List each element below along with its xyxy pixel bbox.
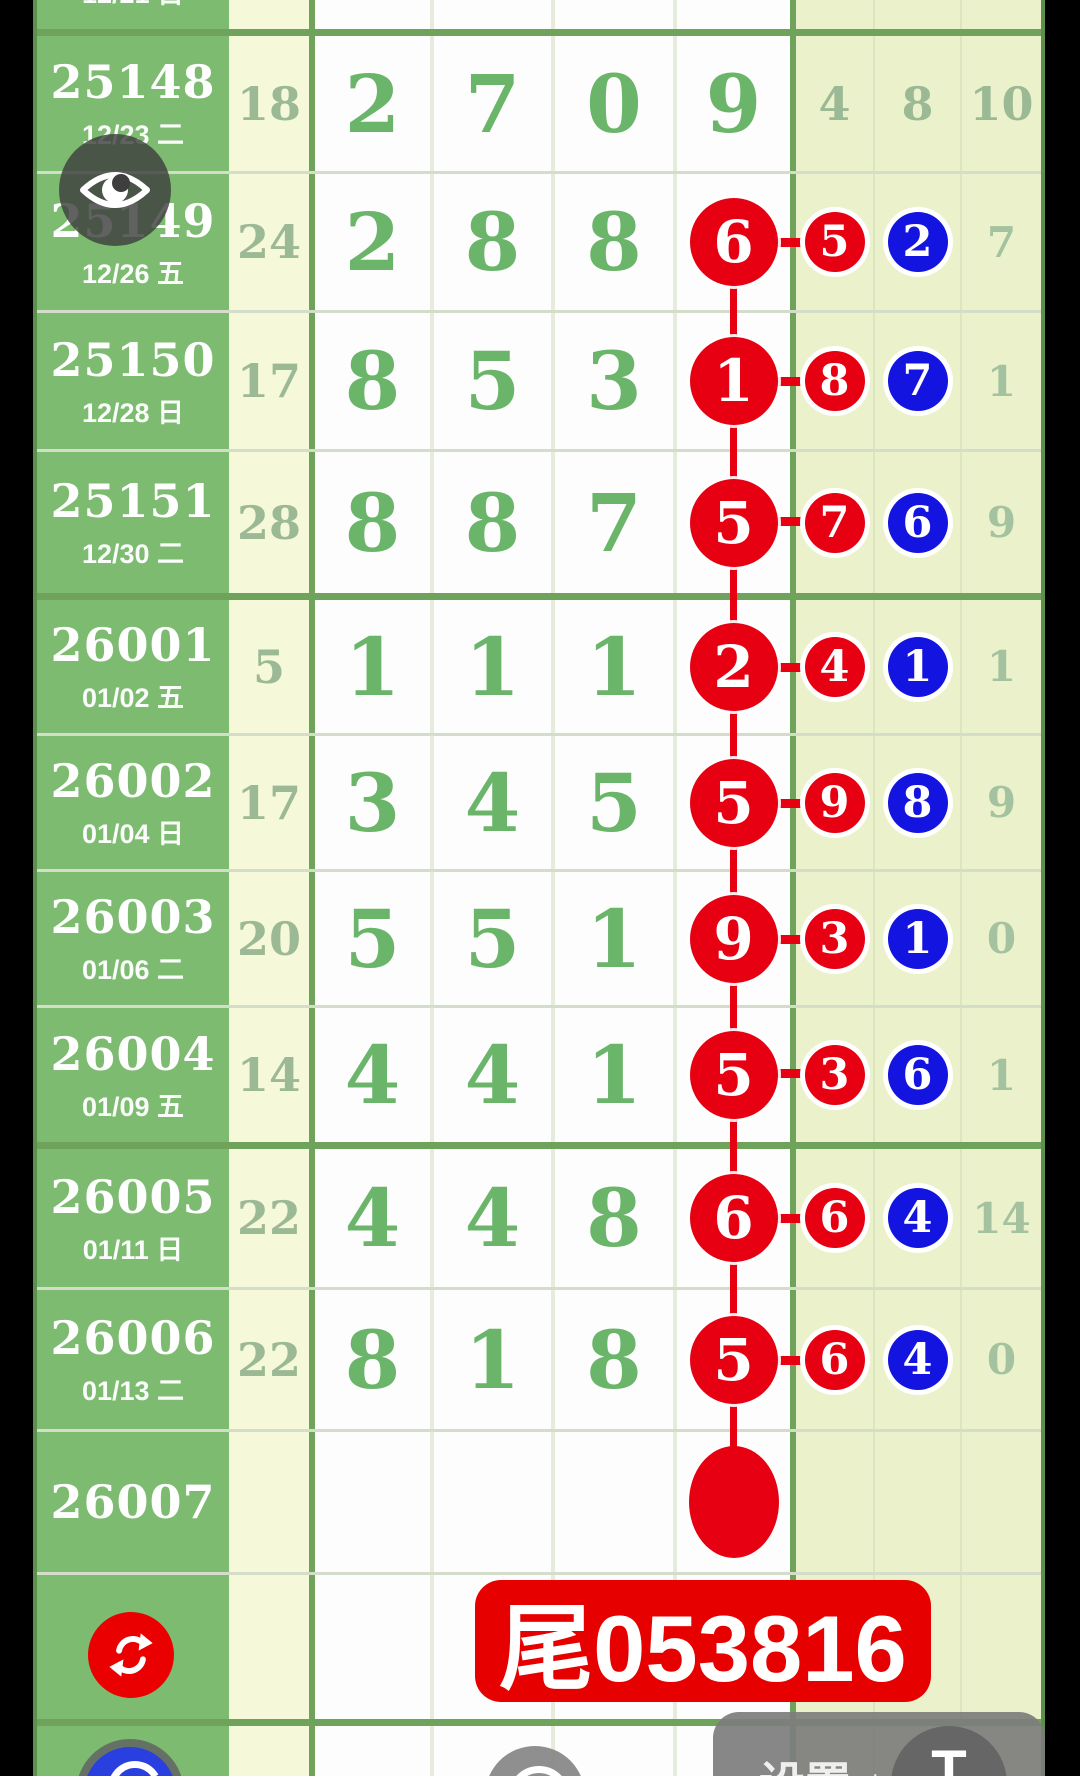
table-row-partial-top: 12/21 日	[37, 0, 1041, 36]
red-circle: 5	[804, 212, 865, 272]
table-row: 26002 01/04 日 17 3 4 5 5 9 8 9	[37, 736, 1041, 872]
trend-connector-line	[730, 243, 737, 1503]
digit-cell: 0	[555, 36, 677, 171]
red-circle: 8	[804, 351, 865, 411]
stat-cell: 8	[875, 36, 962, 171]
red-circle: 4	[804, 636, 865, 697]
hot-number-circle: 2	[689, 622, 778, 711]
refresh-icon	[109, 1633, 153, 1677]
tail-annotation-banner[interactable]: 尾053816	[475, 1580, 931, 1702]
row-connector-dash	[775, 935, 809, 944]
target-icon	[508, 1766, 570, 1776]
column-divider	[790, 0, 796, 29]
blue-circle: 6	[887, 1045, 948, 1105]
sum-cell	[229, 0, 309, 29]
bottom-toolbar: 设置 ↓ T	[713, 1712, 1045, 1776]
digit-cell: 9	[677, 36, 790, 171]
hot-number-circle: 9	[689, 894, 778, 983]
table-row-pending: 26007	[37, 1432, 1041, 1575]
eye-icon	[80, 172, 150, 208]
red-circle: 6	[804, 1188, 865, 1248]
text-tool-icon: T	[931, 1739, 967, 1776]
red-circle: 9	[804, 772, 865, 833]
draw-date: 12/21 日	[82, 0, 184, 11]
row-connector-dash	[775, 377, 809, 386]
table-row: 26006 01/13 二 22 8 1 8 5 6 4 0	[37, 1290, 1041, 1432]
tail-banner-text: 尾053816	[499, 1596, 907, 1701]
sum-cell: 18	[229, 36, 309, 171]
hot-number-circle: 5	[689, 1031, 778, 1119]
red-circle: 6	[804, 1329, 865, 1390]
hot-number-circle: 6	[689, 198, 778, 286]
blue-circle: 2	[887, 212, 948, 272]
stat-cell: 4	[796, 36, 875, 171]
row-connector-dash	[775, 663, 809, 672]
pending-marker-dot	[688, 1446, 779, 1558]
blue-circle: 1	[887, 908, 948, 969]
row-connector-dash	[775, 1214, 809, 1223]
hot-number-circle: 5	[689, 1315, 778, 1404]
row-connector-dash	[775, 517, 809, 526]
table-row: 26003 01/06 二 20 5 5 1 9 3 1 0	[37, 872, 1041, 1008]
table-row: 26001 01/02 五 5 1 1 1 2 4 1 1	[37, 600, 1041, 736]
column-divider	[309, 0, 315, 29]
red-circle: 7	[804, 492, 865, 553]
table-row: 25151 12/30 二 28 8 8 7 5 7 6 9	[37, 452, 1041, 600]
blue-circle: 7	[887, 351, 948, 411]
trend-chart-table: 12/21 日 25148 12/23 二 18 2 7 0 9 4 8	[33, 0, 1045, 1776]
blue-circle: 4	[887, 1329, 948, 1390]
hot-number-circle: 6	[689, 1174, 778, 1262]
table-row: 26004 01/09 五 14 4 4 1 5 3 6 1	[37, 1008, 1041, 1149]
red-circle: 3	[804, 1045, 865, 1105]
table-row: 25149 12/26 五 24 2 8 8 6 5 2 7	[37, 174, 1041, 313]
table-row: 25148 12/23 二 18 2 7 0 9 4 8 10	[37, 36, 1041, 174]
issue-cell: 12/21 日	[37, 0, 229, 29]
blue-circle: 8	[887, 772, 948, 833]
blue-circle: 1	[887, 636, 948, 697]
table-row: 26005 01/11 日 22 4 4 8 6 6 4 14	[37, 1149, 1041, 1290]
row-connector-dash	[775, 1069, 809, 1078]
row-connector-dash	[775, 1356, 809, 1365]
red-circle: 3	[804, 908, 865, 969]
hot-number-circle: 5	[689, 758, 778, 847]
digit-cell: 7	[434, 36, 555, 171]
blue-circle: 4	[887, 1188, 948, 1248]
blue-circle: 6	[887, 492, 948, 553]
stat-cell: 10	[962, 36, 1041, 171]
text-tool-button[interactable]: T	[891, 1726, 1007, 1776]
hot-number-circle: 5	[689, 478, 778, 567]
refresh-button[interactable]	[88, 1612, 174, 1698]
eye-toggle-button[interactable]	[59, 134, 171, 246]
row-connector-dash	[775, 799, 809, 808]
row-connector-dash	[775, 238, 809, 247]
hot-number-circle: 1	[689, 337, 778, 425]
settings-button[interactable]: 设置 ↓	[759, 1748, 887, 1776]
draw-number: 25148	[50, 55, 216, 109]
digit-cell: 2	[315, 36, 434, 171]
table-row: 25150 12/28 日 17 8 5 3 1 8 7 1	[37, 313, 1041, 452]
undo-icon	[101, 1754, 169, 1776]
